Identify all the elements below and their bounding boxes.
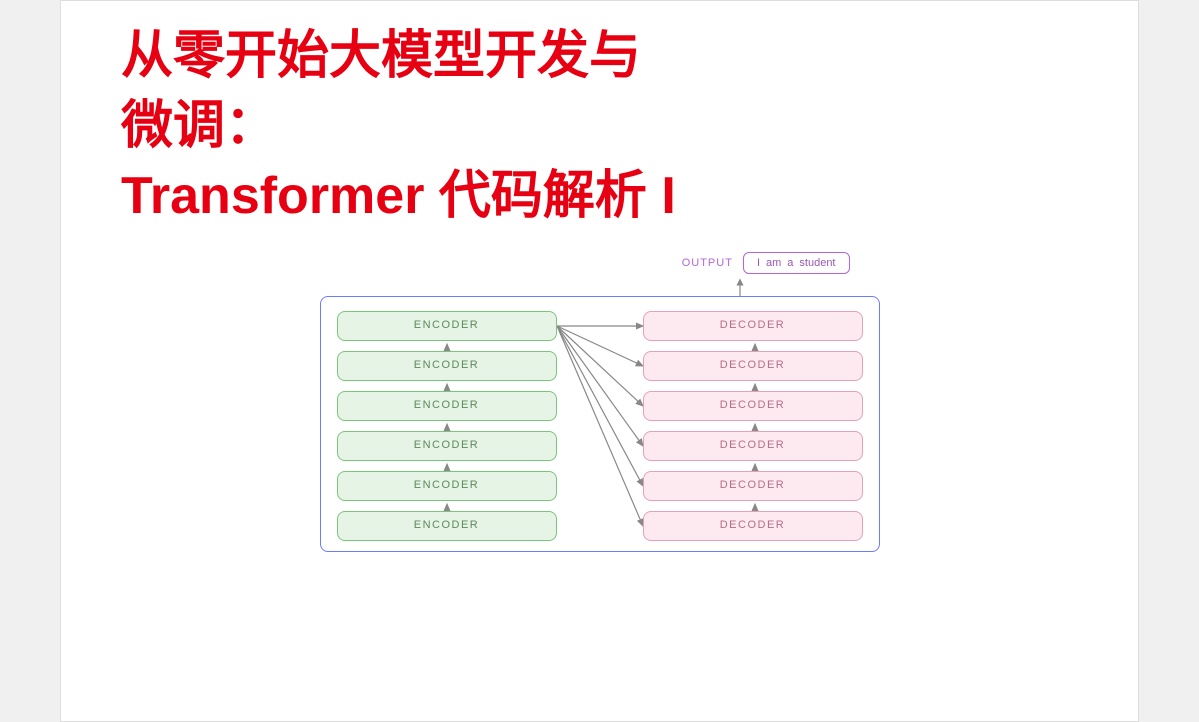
output-box: Iama student: [743, 252, 850, 274]
decoder-block: DECODER: [643, 391, 863, 421]
encoder-block: ENCODER: [337, 471, 557, 501]
document-page: 从零开始大模型开发与 微调： Transformer 代码解析 I OUTPUT…: [60, 0, 1139, 722]
decoder-block: DECODER: [643, 351, 863, 381]
output-word: am: [766, 257, 781, 269]
encoder-block: ENCODER: [337, 511, 557, 541]
encoder-block: ENCODER: [337, 311, 557, 341]
output-arrow: [320, 278, 880, 296]
encoder-stack: ENCODER ENCODER ENCODER ENCODER ENCODER ENCOD…: [337, 311, 557, 541]
decoder-block: DECODER: [643, 431, 863, 461]
output-word: student: [799, 257, 835, 269]
output-label: OUTPUT: [682, 257, 733, 269]
title-line-3: Transformer 代码解析 I: [121, 167, 676, 225]
output-word: a: [787, 257, 793, 269]
decoder-block: DECODER: [643, 471, 863, 501]
output-word: I: [757, 257, 760, 269]
title-line-1: 从零开始大模型开发与: [121, 27, 641, 85]
transformer-diagram: OUTPUT Iamastudent ENCODERENCODERENCODER…: [320, 252, 880, 552]
title-line-2: 微调：: [121, 97, 277, 155]
decoder-block: DECODER: [643, 311, 863, 341]
encoder-block: ENCODER: [337, 351, 557, 381]
output-row: OUTPUT Iama student: [320, 252, 880, 274]
encoder-block: ENCODER: [337, 391, 557, 421]
decoder-stack: DECODER DECODER DECODER DECODER DECODER DECOD…: [643, 311, 863, 541]
encoder-block: ENCODER: [337, 431, 557, 461]
encoder-decoder-box: ENCODER ENCODER ENCODER ENCODER ENCODER ENCOD…: [320, 296, 880, 552]
page-title: 从零开始大模型开发与 微调： Transformer 代码解析 I: [121, 21, 1078, 232]
decoder-block: DECODER: [643, 511, 863, 541]
